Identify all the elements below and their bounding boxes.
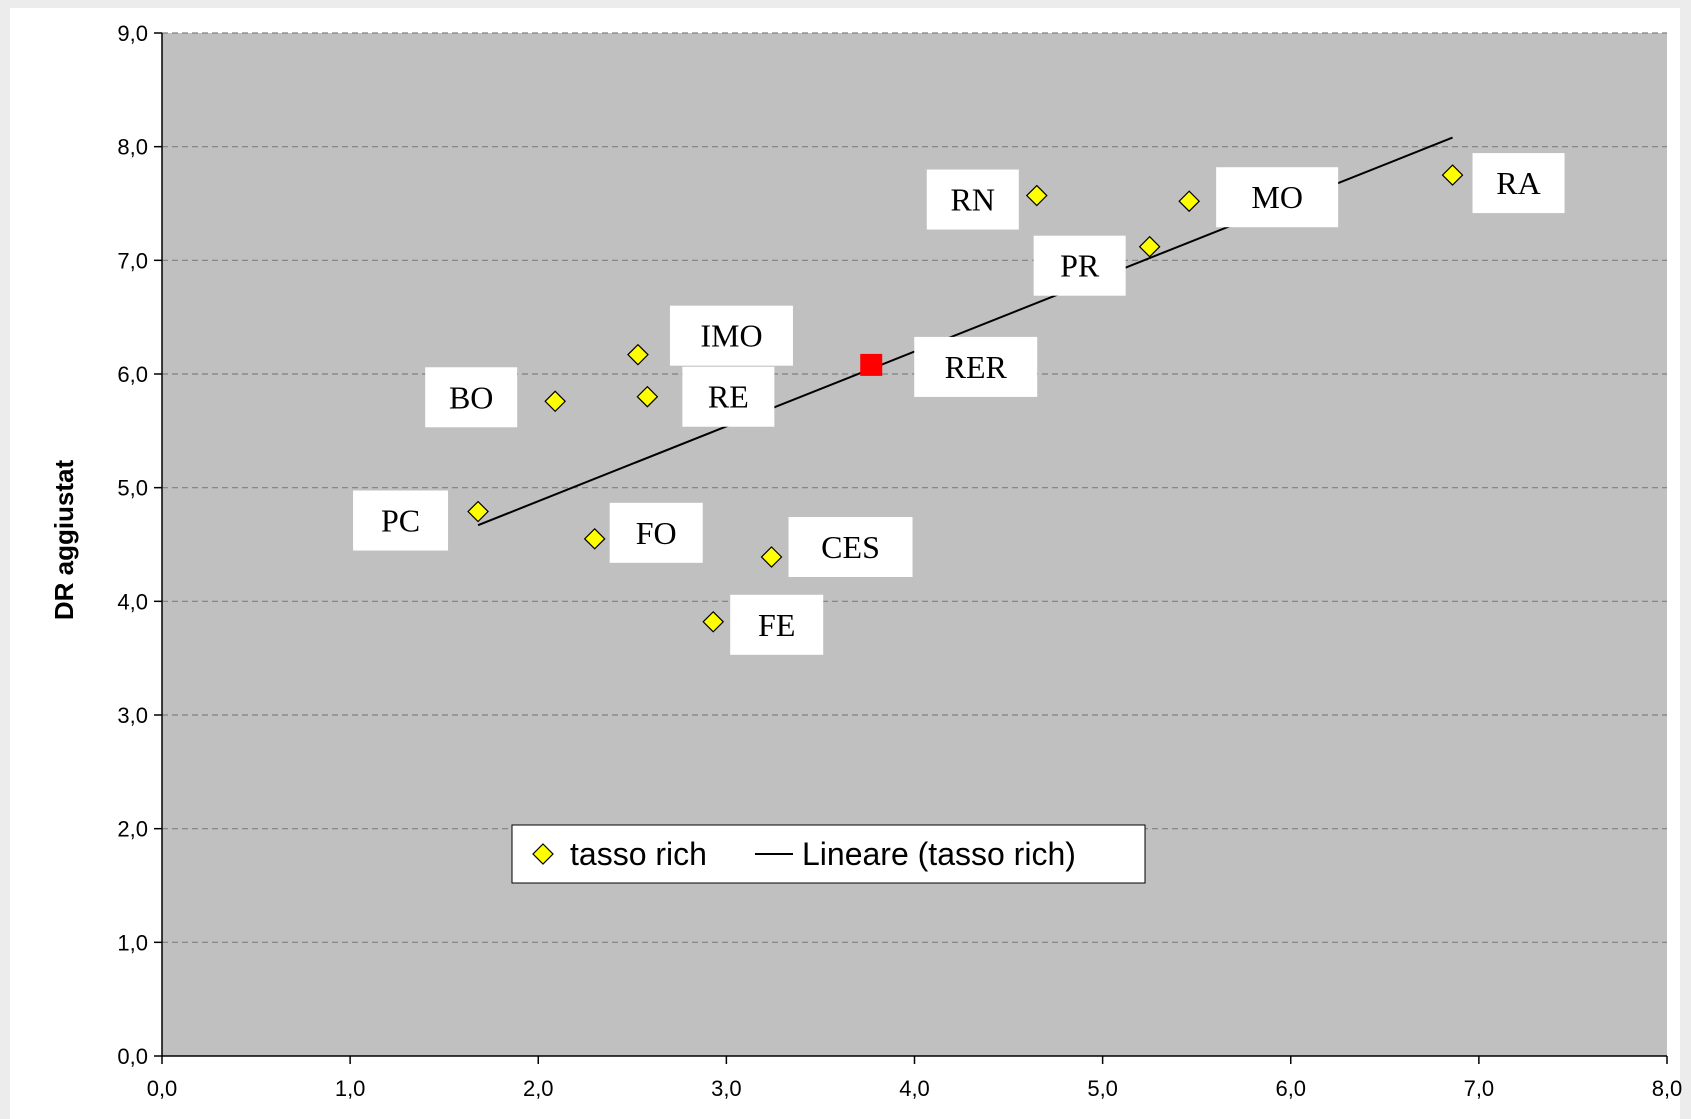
point-label: PR <box>1060 248 1100 284</box>
point-label-box <box>669 305 793 366</box>
point-label-box <box>353 490 449 551</box>
x-tick-label: 4,0 <box>899 1076 930 1101</box>
diamond-marker <box>1138 235 1161 258</box>
point-label: MO <box>1251 179 1303 215</box>
point-label-box <box>425 367 518 428</box>
point-label-box <box>1216 167 1339 228</box>
legend-label: Lineare (tasso rich) <box>802 836 1076 872</box>
x-tick-label: 6,0 <box>1275 1076 1306 1101</box>
legend-diamond-icon <box>532 843 554 865</box>
point-label: RE <box>708 379 749 415</box>
y-tick-label: 7,0 <box>117 248 148 273</box>
x-tick-label: 1,0 <box>335 1076 366 1101</box>
y-axis-title: DR aggiustat <box>49 459 79 620</box>
point-label: BO <box>449 379 493 415</box>
point-label-box <box>788 517 913 578</box>
diamond-marker <box>1178 190 1201 213</box>
y-tick-label: 8,0 <box>117 135 148 160</box>
y-tick-label: 3,0 <box>117 703 148 728</box>
diamond-marker <box>702 610 725 633</box>
point-label-box <box>1033 235 1126 296</box>
x-tick-label: 8,0 <box>1652 1076 1683 1101</box>
point-label-box <box>609 502 703 563</box>
point-label: FO <box>636 515 677 551</box>
diamond-marker <box>1025 184 1048 207</box>
diamond-marker <box>760 546 783 568</box>
point-label: PC <box>381 503 420 539</box>
diamond-marker <box>1441 164 1464 186</box>
y-tick-label: 2,0 <box>117 817 148 842</box>
x-tick-label: 2,0 <box>523 1076 554 1101</box>
point-label: FE <box>758 607 795 643</box>
point-label: CES <box>821 529 880 565</box>
square-marker <box>860 353 883 376</box>
point-label: RA <box>1496 165 1540 201</box>
diamond-marker <box>636 385 659 408</box>
y-tick-label: 6,0 <box>117 362 148 387</box>
point-label: IMO <box>700 318 762 354</box>
y-tick-label: 5,0 <box>117 476 148 501</box>
legend-label: tasso rich <box>570 836 707 872</box>
y-tick-label: 1,0 <box>117 930 148 955</box>
point-label: RER <box>945 349 1008 385</box>
x-tick-label: 0,0 <box>147 1076 178 1101</box>
y-tick-label: 0,0 <box>117 1044 148 1069</box>
x-tick-label: 7,0 <box>1464 1076 1495 1101</box>
diamond-marker <box>627 343 649 366</box>
legend-box <box>511 824 1146 884</box>
diamond-marker <box>544 390 567 413</box>
point-label-box <box>926 169 1019 230</box>
y-tick-label: 9,0 <box>117 21 148 46</box>
point-label: RN <box>951 182 995 218</box>
x-tick-label: 3,0 <box>711 1076 742 1101</box>
diamond-marker <box>583 527 606 550</box>
point-label-box <box>682 366 775 427</box>
x-tick-label: 5,0 <box>1087 1076 1118 1101</box>
diamond-marker <box>467 500 489 523</box>
point-label-box <box>914 336 1038 397</box>
y-tick-label: 4,0 <box>117 589 148 614</box>
point-label-box <box>1472 153 1565 214</box>
point-label-box <box>730 594 824 655</box>
